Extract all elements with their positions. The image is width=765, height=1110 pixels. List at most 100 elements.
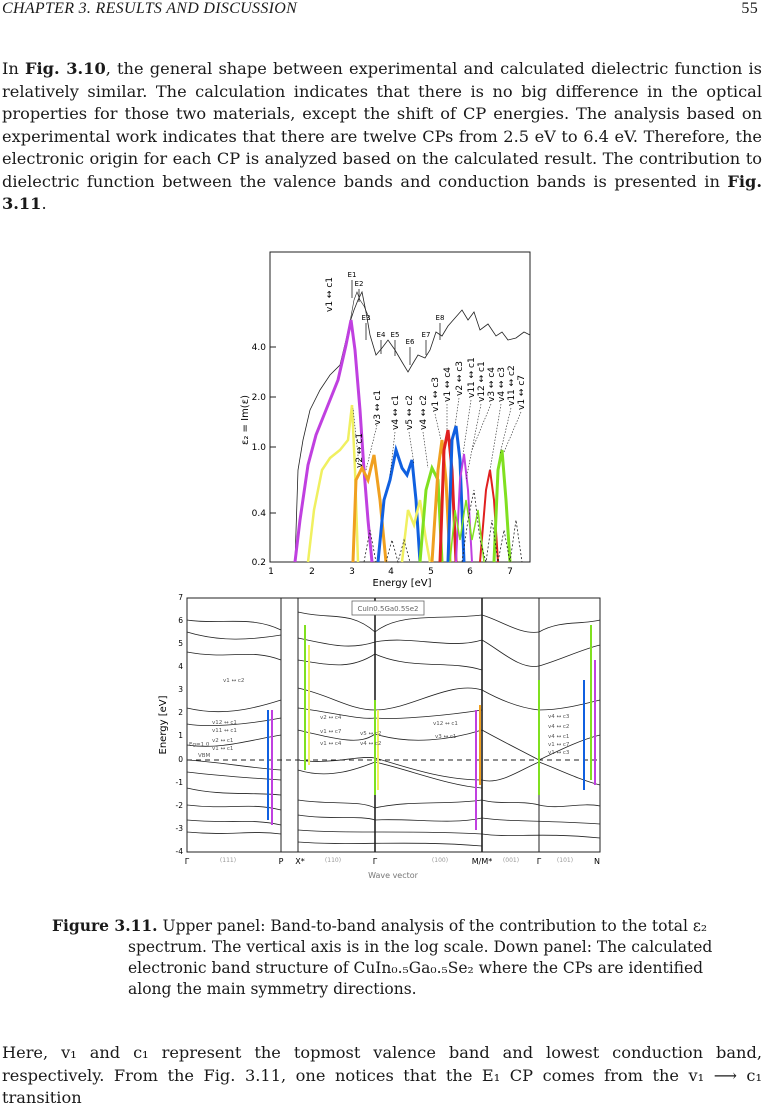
- high-energy-tails: [461, 489, 523, 563]
- direction-labels: (111) (110) (100) (001) (101): [220, 857, 573, 864]
- leader-lines: [352, 397, 522, 481]
- xtick-label: 3: [349, 567, 355, 577]
- kpoint-label: X*: [295, 857, 304, 866]
- text-run: In: [2, 59, 26, 78]
- ytick-label: 7: [178, 593, 183, 602]
- kpoint-label: Γ: [185, 857, 190, 866]
- ytick-label: 2.0: [252, 393, 267, 403]
- material-box: [351, 600, 425, 616]
- v1-c4-curve: [438, 429, 458, 563]
- xtick-label: 2: [309, 567, 315, 577]
- paragraph-intro: In Fig. 3.10, the general shape between …: [2, 58, 762, 216]
- v3-c1-curve: [351, 454, 388, 563]
- xtick-label: 4: [388, 567, 394, 577]
- ytick-label: 4: [178, 662, 183, 671]
- cp-arrows: [351, 280, 441, 365]
- transition-labels: v1 ↔ c1 v2 ↔ c1 v3 ↔ c1 v4 ↔ c1 v5 ↔ c2 …: [325, 277, 527, 468]
- direction-label: (100): [432, 857, 448, 864]
- caption-body: Figure 3.11. Upper panel: Band-to-band a…: [52, 915, 714, 1000]
- cp-label: E6: [406, 338, 415, 346]
- kpoint-label: P: [279, 857, 284, 866]
- transition-label: v4 ↔ c1: [391, 395, 401, 430]
- cp-label: E3: [362, 314, 371, 322]
- transition-label: v4 ↔ c2: [419, 395, 429, 430]
- lower-xlabel: Wave vector: [368, 871, 419, 880]
- band-label: v11 ↔ c1: [212, 728, 237, 734]
- direction-label: (110): [325, 857, 341, 864]
- figure-graphic: 4.0 2.0 1.0 0.4 0.2 1 2 3 4 5 6 7 Energy…: [158, 251, 601, 880]
- ytick-label: 4.0: [252, 343, 267, 353]
- ytick-label: -2: [176, 801, 184, 810]
- band-label: v12 ↔ c1: [212, 720, 237, 726]
- transition-label: v3 ↔ c1: [373, 390, 383, 425]
- upper-frame: [269, 251, 531, 563]
- cp-label: E4: [377, 331, 386, 339]
- ytick-label: 2: [178, 708, 183, 717]
- transition-label: v2 ↔ c3: [455, 361, 465, 396]
- paragraph-continuation: Here, v₁ and c₁ represent the topmost va…: [2, 1043, 762, 1107]
- v2-c3-curve: [446, 425, 466, 563]
- caption-label: Figure 3.11.: [52, 916, 158, 935]
- band-label: v1 ↔ c1: [212, 746, 233, 752]
- cp-markers: E1 E2 E3 E4 E5 E6 E7 E8: [348, 271, 445, 346]
- kpoint-labels: Γ P X* Γ M/M* Γ N: [185, 857, 600, 866]
- band-label: v4 ↔ c3: [548, 714, 570, 720]
- kpoint-label: Γ: [537, 857, 542, 866]
- page-number: 55: [741, 0, 758, 17]
- ytick-label: 1.0: [252, 443, 267, 453]
- cp-label: E1: [348, 271, 357, 279]
- upper-xlabel: Energy [eV]: [373, 578, 432, 589]
- v12-c1-curve: [449, 499, 485, 563]
- kpoint-label: Γ: [373, 857, 378, 866]
- v1-c3-curve: [430, 439, 452, 563]
- material-label: CuIn0.5Ga0.5Se2: [357, 605, 418, 613]
- transition-label: v1 ↔ c7: [517, 375, 527, 410]
- ytick-label: 0: [178, 755, 183, 764]
- caption-text: Upper panel: Band-to-band analysis of th…: [128, 917, 713, 998]
- v1-c7-curve: [492, 449, 512, 563]
- figure-3-11: 4.0 2.0 1.0 0.4 0.2 1 2 3 4 5 6 7 Energy…: [150, 240, 610, 890]
- ytick-label: 0.2: [252, 558, 266, 568]
- transition-label: v11 ↔ c1: [467, 357, 477, 398]
- band-label: v1 ↔ c4: [320, 741, 342, 747]
- figure-reference[interactable]: Fig. 3.11: [2, 171, 762, 214]
- upper-yticks: 4.0 2.0 1.0 0.4 0.2: [252, 343, 267, 568]
- band-label: v2 ↔ c4: [320, 715, 342, 721]
- transition-arrows: [267, 625, 596, 830]
- transition-label: v1 ↔ c1: [325, 277, 335, 312]
- text-run: .: [41, 194, 47, 213]
- band-label: v3 ↔ c1: [435, 734, 456, 740]
- v4-c1-curve: [376, 444, 422, 563]
- gap-label: Eg=1.0: [189, 742, 210, 748]
- figure-reference[interactable]: Fig. 3.10: [25, 59, 106, 78]
- lower-yticks: 7 6 5 4 3 2 1 0 -1 -2 -3 -4: [176, 593, 184, 856]
- band-labels: v1 ↔ c2 v12 ↔ c1 v11 ↔ c1 v2 ↔ c1 v1 ↔ c…: [189, 678, 570, 759]
- kpoint-label: M/M*: [472, 857, 493, 866]
- band-label: v2 ↔ c1: [212, 738, 233, 744]
- ytick-label: -4: [176, 847, 184, 856]
- direction-label: (101): [557, 857, 573, 864]
- transition-label: v5 ↔ c2: [405, 395, 415, 430]
- cp-label: E8: [436, 314, 445, 322]
- ytick-label: -3: [176, 824, 184, 833]
- transition-label: v12 ↔ c1: [477, 361, 487, 402]
- ytick-label: 1: [178, 731, 183, 740]
- ytick-label: -1: [176, 778, 184, 787]
- direction-label: (111): [220, 857, 236, 864]
- ytick-label: 0.4: [252, 509, 267, 519]
- cp-label: E7: [422, 331, 431, 339]
- band-label: v1 ↔ c3: [548, 750, 570, 756]
- transition-label: v3 ↔ c4: [487, 367, 497, 402]
- cp-label: E5: [391, 331, 400, 339]
- band-label: v1 ↔ c2: [223, 678, 244, 684]
- lower-frame: [186, 597, 601, 853]
- transition-label: v1 ↔ c3: [431, 377, 441, 412]
- band-label: v4 ↔ c2: [360, 741, 381, 747]
- band-label: v5 ↔ c2: [360, 731, 381, 737]
- transition-label: v11 ↔ c2: [507, 365, 517, 406]
- page-header: CHAPTER 3. RESULTS AND DISCUSSION 55: [2, 0, 762, 18]
- lower-panel: 7 6 5 4 3 2 1 0 -1 -2 -3 -4 Energy [eV] …: [158, 593, 601, 880]
- total-eps2-peak: [349, 291, 371, 323]
- text-run: , the general shape between experimental…: [2, 59, 762, 191]
- upper-ylabel: ε₂ = Im(ε): [240, 395, 251, 445]
